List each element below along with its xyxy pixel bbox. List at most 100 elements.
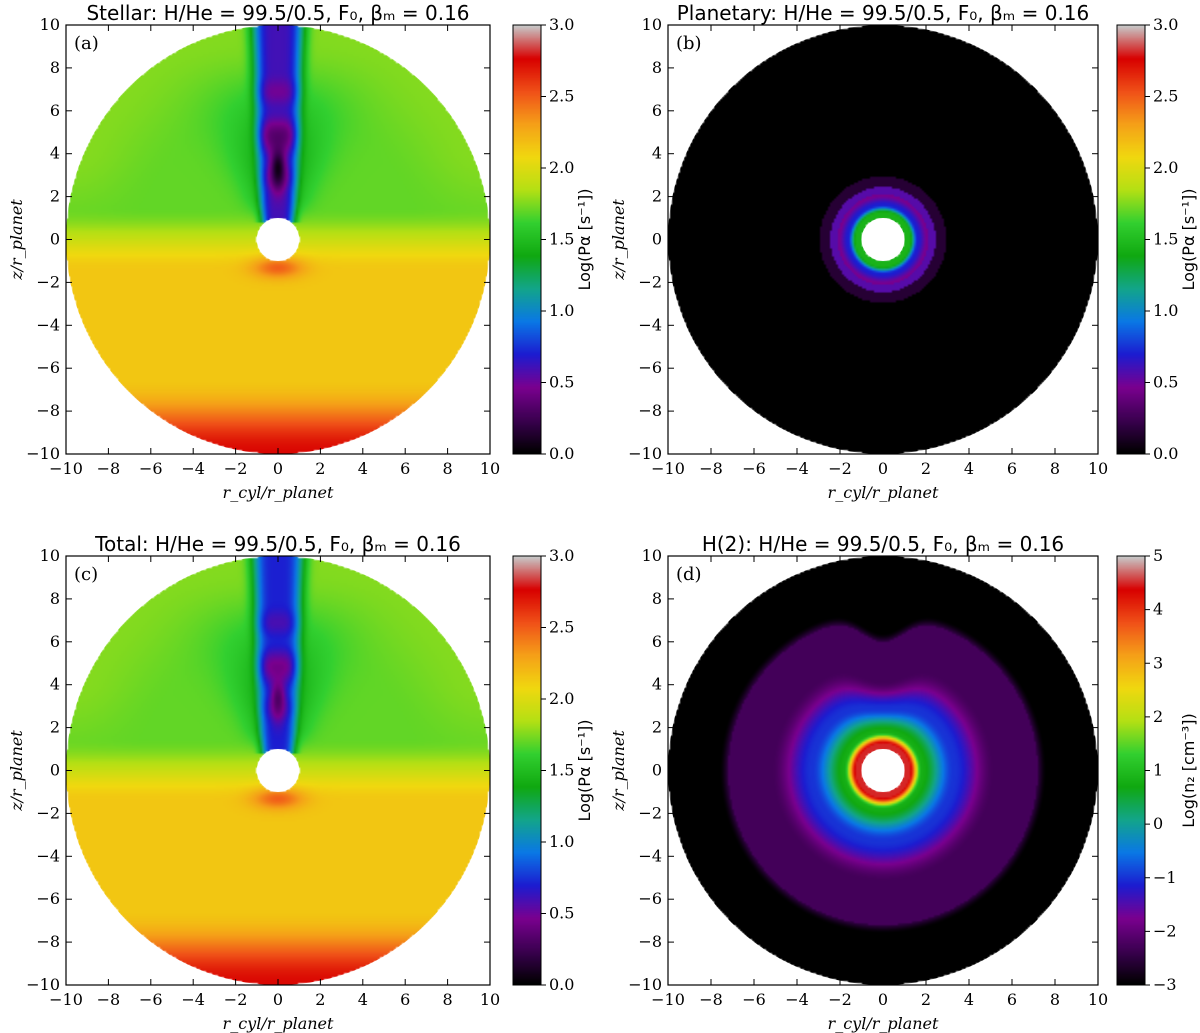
panel-label: (d)	[676, 564, 702, 585]
colorbar-label: Log(n₂ [cm⁻³])	[1179, 713, 1198, 827]
y-tick-label: 8	[50, 58, 60, 77]
colorbar-label: Log(Pα [s⁻¹])	[1179, 188, 1198, 290]
y-tick-label: 8	[50, 589, 60, 608]
y-tick-label: −2	[638, 272, 662, 291]
y-tick-label: 6	[50, 632, 60, 651]
colorbar-tick-label: 0.5	[1153, 373, 1178, 392]
colorbar-tick-label: 1.5	[549, 230, 574, 249]
planet-disk	[256, 218, 300, 261]
y-tick-label: 6	[50, 101, 60, 120]
x-tick-label: 6	[1007, 459, 1017, 478]
y-tick-label: 4	[652, 675, 662, 694]
x-tick-label: −8	[699, 459, 723, 478]
x-tick-label: −2	[224, 459, 248, 478]
x-tick-label: −6	[742, 459, 766, 478]
x-tick-label: 2	[315, 990, 325, 1009]
x-tick-label: 4	[358, 459, 368, 478]
x-tick-label: 10	[480, 990, 500, 1009]
x-tick-label: 8	[443, 990, 453, 1009]
x-tick-label: −8	[97, 990, 121, 1009]
colorbar-tick-label: 3.0	[549, 15, 574, 34]
colorbar-tick-label: 2	[1153, 707, 1163, 726]
x-tick-label: 6	[400, 459, 410, 478]
colorbar-tick-label: 0.5	[549, 904, 574, 923]
colorbar-tick-label: 0.0	[549, 975, 574, 994]
colorbar-tick-label: 2.0	[549, 689, 574, 708]
x-tick-label: 8	[1050, 459, 1060, 478]
colorbar-tick-label: 0	[1153, 814, 1163, 833]
x-tick-label: −4	[785, 459, 809, 478]
x-tick-label: −10	[651, 459, 685, 478]
colorbar-tick-label: 2.5	[549, 87, 574, 106]
y-tick-label: −10	[26, 975, 60, 994]
x-tick-label: −6	[139, 459, 163, 478]
panel-label: (c)	[74, 564, 98, 585]
y-tick-label: −2	[36, 803, 60, 822]
y-tick-label: 4	[50, 675, 60, 694]
y-tick-label: −8	[638, 401, 662, 420]
colorbar-tick-label: 1.0	[549, 301, 574, 320]
colorbar-tick-label: 2.0	[549, 158, 574, 177]
x-tick-label: −4	[785, 990, 809, 1009]
colorbar-tick-label: 0.0	[1153, 444, 1178, 463]
x-axis-label: r_cyl/r_planet	[828, 483, 939, 502]
y-tick-label: −4	[36, 846, 60, 865]
x-tick-label: 8	[443, 459, 453, 478]
planet-disk	[861, 749, 905, 792]
x-tick-label: 4	[964, 459, 974, 478]
colorbar-tick-label: 3	[1153, 653, 1163, 672]
x-tick-label: 4	[358, 990, 368, 1009]
panel-label: (b)	[676, 33, 702, 54]
y-tick-label: −8	[638, 932, 662, 951]
y-tick-label: 4	[652, 144, 662, 163]
colorbar-tick-label: 2.5	[1153, 87, 1178, 106]
colorbar-tick-label: 2.0	[1153, 158, 1178, 177]
x-tick-label: 0	[273, 459, 283, 478]
panel-b: −10 −8 −6 −4 −2 0 2 4 6 8 10 −10 −8 −6 −4 −2 0 2 4 6 8 10 Plan…	[609, 1, 1198, 502]
panel-title: Planetary: H/He = 99.5/0.5, F₀, βₘ = 0.1…	[677, 1, 1090, 25]
y-tick-label: −10	[26, 444, 60, 463]
x-tick-label: 0	[878, 990, 888, 1009]
x-tick-label: −6	[742, 990, 766, 1009]
y-tick-label: 8	[652, 58, 662, 77]
y-tick-label: 2	[50, 718, 60, 737]
x-axis-label: r_cyl/r_planet	[828, 1014, 939, 1033]
x-tick-label: 0	[273, 990, 283, 1009]
y-tick-label: −4	[638, 315, 662, 334]
y-axis-label: z/r_planet	[609, 730, 628, 812]
y-axis-label: z/r_planet	[609, 199, 628, 281]
x-tick-label: −2	[828, 459, 852, 478]
y-tick-label: 0	[50, 230, 60, 249]
colorbar-label: Log(Pα [s⁻¹])	[575, 719, 594, 821]
panel-c: −10 −8 −6 −4 −2 0 2 4 6 8 10 −10 −8 −6 −4 −2 0 2 4 6 8 10 Tota…	[7, 532, 594, 1033]
x-tick-label: −10	[49, 990, 83, 1009]
panel-label: (a)	[74, 33, 99, 54]
y-tick-label: 0	[652, 761, 662, 780]
y-tick-label: 10	[40, 546, 60, 565]
colorbar-tick-label: 3.0	[1153, 15, 1178, 34]
colorbar-label: Log(Pα [s⁻¹])	[575, 188, 594, 290]
x-tick-label: 0	[878, 459, 888, 478]
y-tick-label: 10	[40, 15, 60, 34]
colorbar-tick-label: 3.0	[549, 546, 574, 565]
x-tick-label: −6	[139, 990, 163, 1009]
y-tick-label: −6	[638, 889, 662, 908]
colorbar-tick-label: 0.5	[549, 373, 574, 392]
colorbar	[513, 25, 541, 454]
x-tick-label: 10	[1088, 990, 1108, 1009]
x-axis-label: r_cyl/r_planet	[223, 1014, 334, 1033]
x-tick-label: 2	[921, 990, 931, 1009]
colorbar	[1117, 556, 1145, 985]
panel-title: Stellar: H/He = 99.5/0.5, F₀, βₘ = 0.16	[86, 1, 469, 25]
y-tick-label: 10	[642, 15, 662, 34]
x-tick-label: 8	[1050, 990, 1060, 1009]
y-tick-label: 2	[652, 718, 662, 737]
colorbar-tick-label: 0.0	[549, 444, 574, 463]
y-tick-label: −10	[628, 444, 662, 463]
x-tick-label: 2	[315, 459, 325, 478]
x-tick-label: 6	[400, 990, 410, 1009]
colorbar-tick-label: 1.0	[1153, 301, 1178, 320]
x-axis-label: r_cyl/r_planet	[223, 483, 334, 502]
y-tick-label: −2	[638, 803, 662, 822]
